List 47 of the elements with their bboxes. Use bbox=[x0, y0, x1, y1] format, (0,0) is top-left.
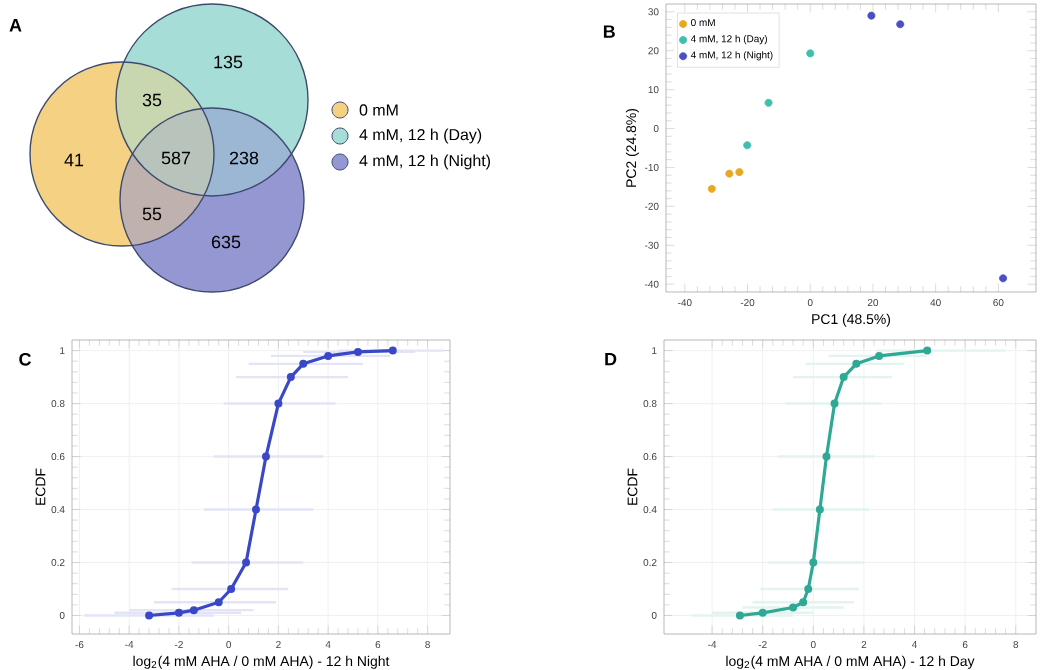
point bbox=[815, 505, 824, 514]
text: 135 bbox=[214, 55, 243, 69]
text: C bbox=[19, 352, 32, 366]
text: 41 bbox=[64, 153, 84, 167]
point bbox=[252, 505, 261, 514]
point bbox=[324, 351, 333, 360]
text: 587 bbox=[161, 151, 191, 165]
text: A bbox=[9, 19, 22, 32]
point bbox=[189, 606, 198, 615]
point bbox=[806, 49, 815, 58]
point bbox=[758, 608, 767, 617]
point bbox=[286, 373, 295, 382]
point bbox=[145, 611, 154, 620]
point bbox=[299, 359, 308, 368]
text: 35 bbox=[142, 93, 162, 107]
point bbox=[707, 184, 716, 193]
point bbox=[214, 598, 223, 607]
point bbox=[804, 584, 813, 593]
point bbox=[896, 20, 905, 29]
text: B bbox=[603, 25, 615, 38]
point bbox=[735, 611, 744, 620]
text: D bbox=[605, 352, 617, 366]
point bbox=[822, 452, 831, 461]
point bbox=[875, 351, 884, 360]
point bbox=[809, 558, 818, 567]
text: 635 bbox=[211, 235, 241, 249]
point bbox=[174, 608, 183, 617]
point bbox=[923, 346, 932, 355]
point bbox=[743, 141, 752, 150]
point bbox=[999, 274, 1008, 283]
point bbox=[388, 346, 397, 355]
point bbox=[735, 168, 744, 177]
point bbox=[353, 347, 362, 356]
point bbox=[261, 452, 270, 461]
point bbox=[764, 98, 773, 107]
point bbox=[725, 169, 734, 178]
point bbox=[867, 11, 876, 20]
point bbox=[789, 603, 798, 612]
point bbox=[830, 399, 839, 408]
point bbox=[242, 558, 251, 567]
point bbox=[227, 584, 236, 593]
point bbox=[274, 399, 283, 408]
point bbox=[852, 359, 861, 368]
text: 238 bbox=[229, 151, 259, 165]
point bbox=[799, 598, 808, 607]
text: 55 bbox=[142, 207, 162, 221]
point bbox=[839, 373, 848, 382]
